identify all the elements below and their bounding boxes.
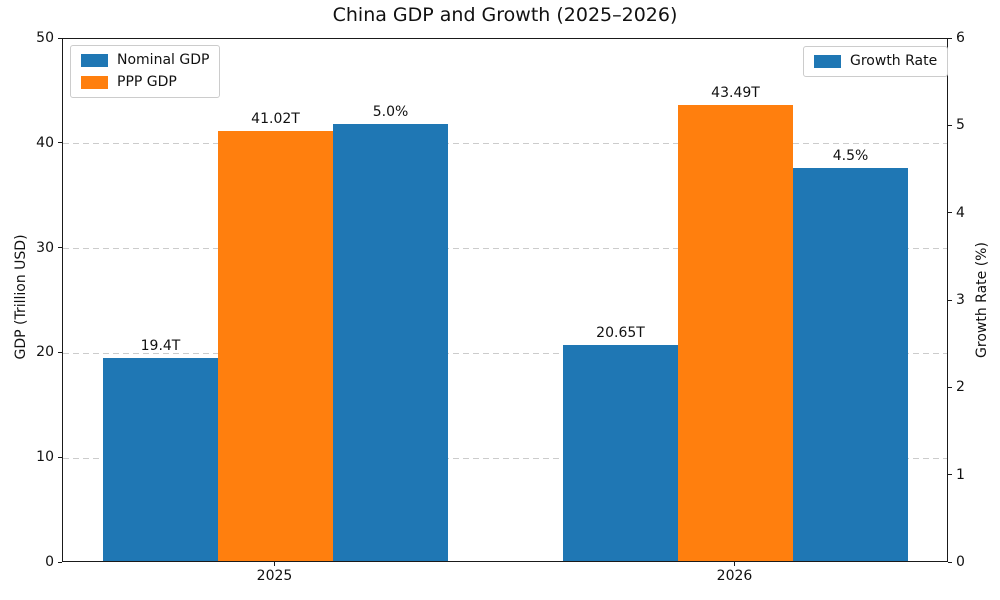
gridline-30 — [63, 248, 947, 250]
left-tick-label-40: 40 — [36, 134, 54, 151]
right-tick-label-2: 2 — [956, 379, 965, 396]
bar-ppp-gdp-2026 — [678, 105, 793, 561]
x-tick-label-2025: 2025 — [256, 568, 293, 584]
legend-upper-right: Growth Rate — [803, 46, 949, 77]
left-tick-40 — [58, 142, 62, 144]
x-tick-2026 — [734, 562, 735, 566]
left-tick-10 — [58, 456, 62, 458]
left-tick-label-20: 20 — [36, 344, 54, 361]
legend-label-ppp-gdp: PPP GDP — [117, 74, 177, 90]
right-tick-5 — [948, 124, 952, 126]
legend-swatch-icon-nominal-gdp — [81, 54, 108, 67]
left-tick-label-50: 50 — [36, 30, 54, 46]
legend-label-growth-rate: Growth Rate — [850, 53, 938, 69]
bar-growth-rate-2026 — [793, 168, 908, 561]
right-tick-label-3: 3 — [956, 292, 965, 308]
bar-growth-rate-2025 — [333, 124, 448, 561]
gridline-40 — [63, 143, 947, 145]
gridline-20 — [63, 352, 947, 354]
plot-area: 19.4T 20.65T 41.02T 43.49T 5.0% 4.5% — [62, 38, 948, 562]
right-axis-title: Growth Rate (%) — [974, 242, 990, 358]
gridline-10 — [63, 457, 947, 459]
x-tick-2025 — [274, 562, 275, 566]
right-tick-2 — [948, 386, 952, 388]
right-tick-label-4: 4 — [956, 204, 965, 221]
right-tick-label-1: 1 — [956, 466, 965, 483]
bar-ppp-gdp-2025 — [218, 131, 333, 561]
legend-label-nominal-gdp: Nominal GDP — [117, 52, 210, 68]
x-tick-label-2026: 2026 — [716, 568, 753, 584]
legend-upper-left: Nominal GDP PPP GDP — [70, 45, 221, 98]
right-tick-1 — [948, 474, 952, 476]
right-tick-3 — [948, 299, 952, 301]
left-tick-30 — [58, 247, 62, 249]
bar-label-growth-rate-2025: 5.0% — [372, 104, 409, 121]
right-tick-0 — [948, 561, 952, 563]
legend-swatch-icon-ppp-gdp — [81, 76, 108, 89]
bar-label-ppp-gdp-2026: 43.49T — [711, 85, 760, 102]
bar-nominal-gdp-2025 — [103, 357, 218, 561]
left-tick-20 — [58, 351, 62, 353]
left-tick-label-10: 10 — [36, 449, 54, 466]
bar-label-nominal-gdp-2026: 20.65T — [596, 324, 645, 341]
right-tick-4 — [948, 212, 952, 214]
bar-nominal-gdp-2026 — [563, 344, 678, 561]
legend-item-growth-rate: Growth Rate — [814, 53, 937, 70]
legend-item-nominal-gdp: Nominal GDP — [81, 52, 209, 69]
right-tick-label-6: 6 — [956, 30, 965, 46]
chart-title: China GDP and Growth (2025–2026) — [332, 4, 678, 26]
bar-label-ppp-gdp-2025: 41.02T — [251, 111, 300, 128]
legend-swatch-icon-growth-rate — [814, 55, 841, 68]
right-tick-label-5: 5 — [956, 117, 965, 134]
legend-item-ppp-gdp: PPP GDP — [81, 74, 209, 91]
bar-label-growth-rate-2026: 4.5% — [832, 148, 869, 164]
left-tick-label-0: 0 — [45, 554, 54, 570]
left-tick-label-30: 30 — [36, 239, 54, 256]
right-tick-6 — [948, 37, 952, 39]
left-tick-50 — [58, 37, 62, 39]
right-tick-label-0: 0 — [956, 554, 965, 570]
bar-label-nominal-gdp-2025: 19.4T — [140, 337, 181, 354]
left-tick-0 — [58, 561, 62, 563]
